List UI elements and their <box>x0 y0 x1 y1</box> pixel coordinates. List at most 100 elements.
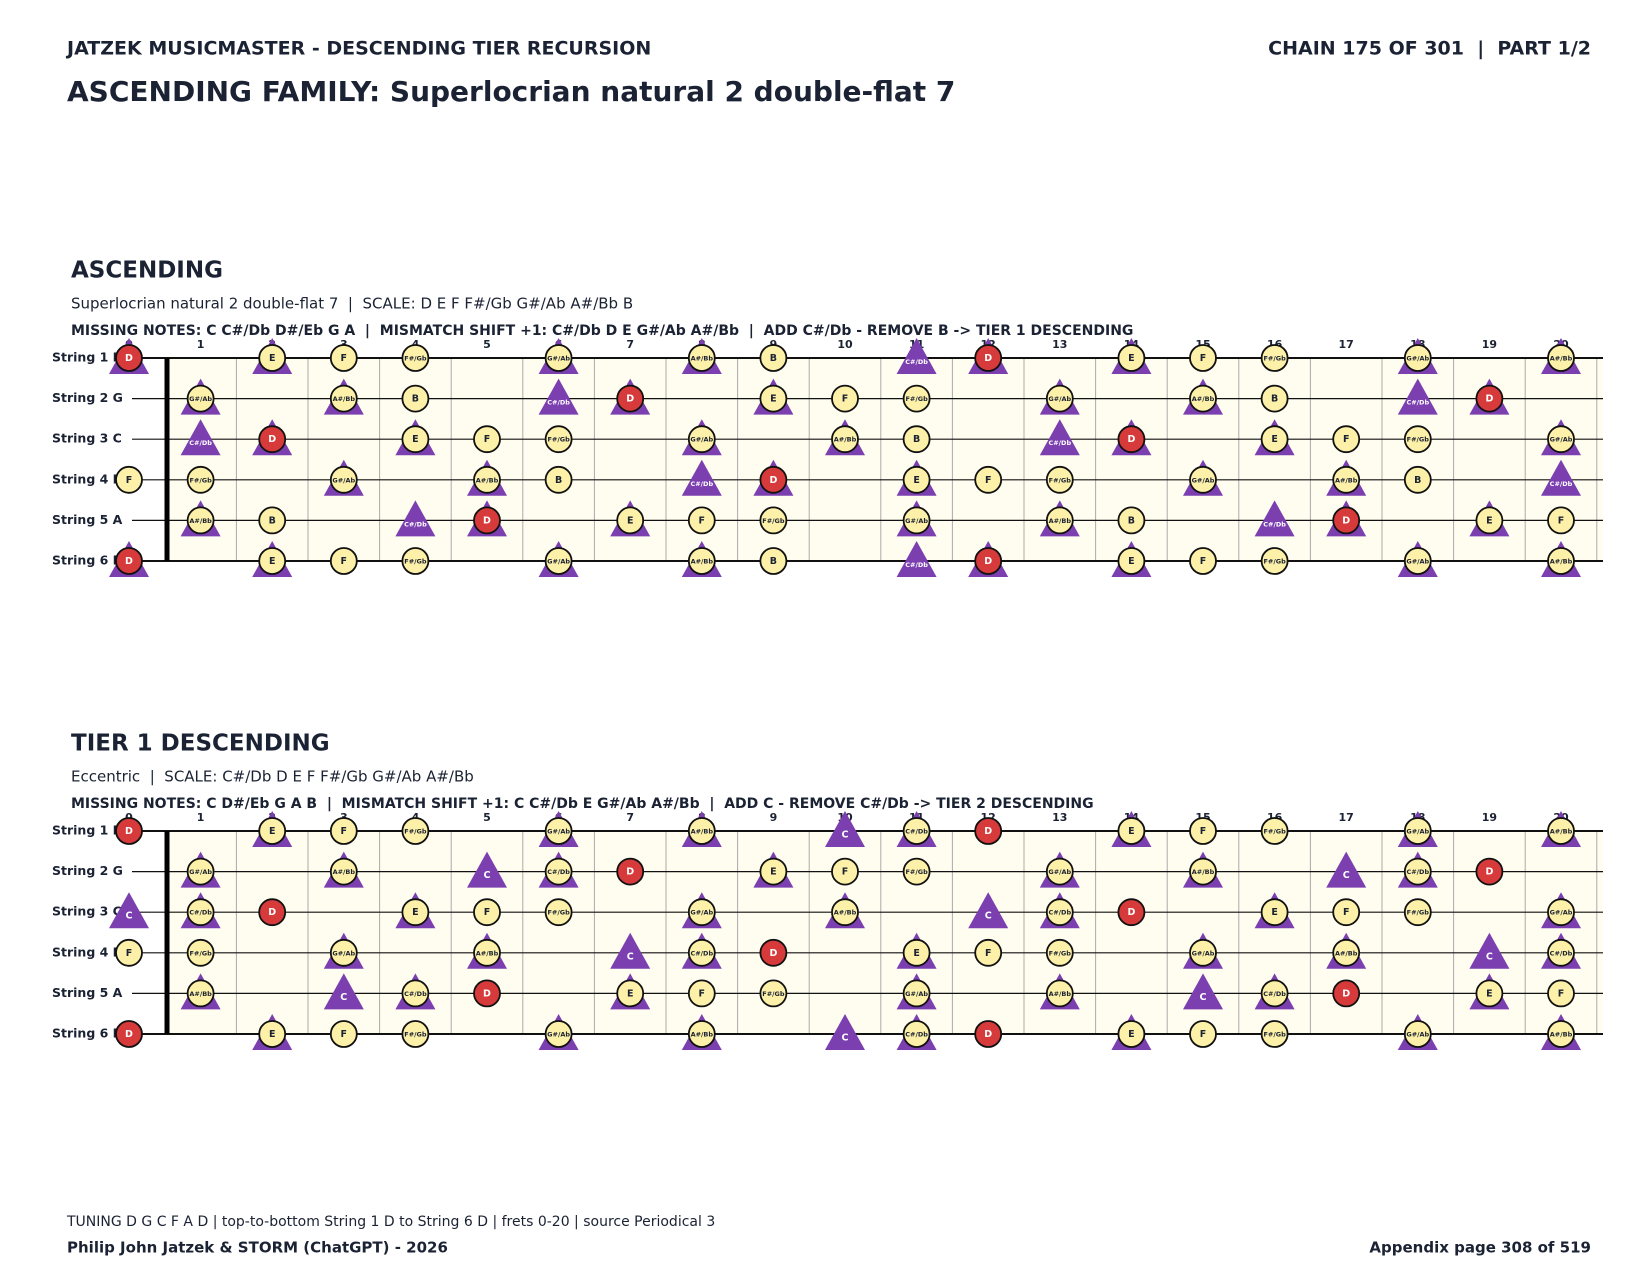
note-label: F <box>1200 826 1207 837</box>
scale-note <box>902 938 931 967</box>
fret-number: 7 <box>626 811 634 824</box>
scale-note <box>544 465 573 494</box>
fret-number: 5 <box>483 338 491 351</box>
note-label: F#/Gb <box>1263 1031 1286 1039</box>
note-label: A#/Bb <box>1550 558 1573 566</box>
scale-note <box>902 384 931 413</box>
scale-note <box>544 857 573 886</box>
note-label: D <box>1342 988 1350 999</box>
note-label: G#/Ab <box>1550 436 1573 444</box>
note-label: A#/Bb <box>834 436 857 444</box>
root-note <box>1332 506 1361 535</box>
note-label: G#/Ab <box>547 355 570 363</box>
note-label: F <box>126 475 133 486</box>
scale-note <box>258 506 287 535</box>
root-note <box>473 506 501 535</box>
note-label: F <box>341 1029 348 1040</box>
scale-note <box>1547 898 1575 927</box>
scale-note <box>1332 465 1361 494</box>
scale-note <box>401 384 430 413</box>
shift-triangle <box>1039 419 1080 456</box>
note-label: G#/Ab <box>1048 868 1071 876</box>
scale-note <box>544 817 573 845</box>
shift-triangle <box>896 338 937 374</box>
note-label: A#/Bb <box>189 517 212 525</box>
scale-note <box>1189 465 1217 494</box>
note-label: F#/Gb <box>905 395 928 403</box>
note-label: D <box>626 867 634 878</box>
root-note <box>616 384 645 413</box>
note-label: E <box>412 434 419 445</box>
note-label: F#/Gb <box>404 355 427 363</box>
shift-triangle <box>1254 500 1295 537</box>
note-label: D <box>769 475 777 486</box>
scale-note <box>186 979 215 1008</box>
note-label: G#/Ab <box>189 395 212 403</box>
note-label: A#/Bb <box>691 558 714 566</box>
board <box>167 831 1603 1034</box>
note-label: G#/Ab <box>1550 909 1573 917</box>
fret-number: 17 <box>1339 811 1354 824</box>
shift-triangle <box>825 811 865 847</box>
note-label: C#/Db <box>1550 949 1573 957</box>
note-label: E <box>1128 826 1135 837</box>
note-label: A#/Bb <box>691 828 714 836</box>
scale-note <box>759 344 788 372</box>
note-label: F <box>842 867 849 878</box>
note-label: F#/Gb <box>404 828 427 836</box>
scale-note <box>902 979 931 1008</box>
scale-note <box>1117 506 1146 535</box>
note-label: C#/Db <box>189 909 212 917</box>
scale-note <box>1547 938 1575 967</box>
scale-note <box>401 979 430 1008</box>
scale-note <box>258 817 287 845</box>
root-note <box>1117 898 1146 927</box>
shift-triangle <box>825 1014 865 1050</box>
note-label: F <box>985 475 992 486</box>
scale-note <box>186 938 215 967</box>
scale-note <box>401 425 430 454</box>
scale-note <box>902 857 931 886</box>
scale-note <box>401 344 430 372</box>
note-label: C#/Db <box>905 358 928 366</box>
note-label: D <box>268 434 276 445</box>
note-label: C#/Db <box>1406 399 1429 407</box>
scale-note <box>473 425 501 454</box>
scale-note <box>902 817 931 845</box>
scale-note <box>1189 344 1217 372</box>
note-label: E <box>913 475 920 486</box>
missing-notes-line: MISSING NOTES: C C#/Db D#/Eb G A | MISMA… <box>71 323 1133 339</box>
scale-note <box>258 547 287 575</box>
shift-triangle <box>1397 378 1438 415</box>
scale-note <box>329 384 358 413</box>
credit: Philip John Jatzek & STORM (ChatGPT) - 2… <box>67 1239 448 1257</box>
scale-note <box>1260 817 1289 845</box>
note-label: E <box>1271 434 1278 445</box>
note-label: C <box>985 911 992 922</box>
scale-note <box>1332 938 1361 967</box>
note-label: B <box>555 475 562 486</box>
note-label: E <box>913 948 920 959</box>
scale-note <box>186 506 215 535</box>
note-label: F <box>699 988 706 999</box>
scale-note <box>401 898 430 927</box>
scale-note <box>1332 898 1361 927</box>
note-label: F#/Gb <box>189 949 212 957</box>
note-label: A#/Bb <box>834 909 857 917</box>
scale-note <box>1260 547 1289 575</box>
note-label: G#/Ab <box>1192 476 1215 484</box>
section-title: ASCENDING <box>71 258 223 284</box>
shift-triangle <box>323 973 364 1010</box>
note-label: F#/Gb <box>1263 828 1286 836</box>
note-label: D <box>125 826 133 837</box>
note-label: C#/Db <box>905 561 928 569</box>
fret-number: 1 <box>197 811 205 824</box>
fretboard-diagram: ASCENDING Superlocrian natural 2 double-f… <box>52 258 1603 577</box>
string-label: String 1 D <box>52 823 123 838</box>
note-label: F#/Gb <box>1263 558 1286 566</box>
shift-triangle <box>1541 459 1581 496</box>
scale-note <box>186 465 215 494</box>
scale-note <box>831 898 859 927</box>
scale-note <box>1260 425 1289 454</box>
note-label: F#/Gb <box>189 476 212 484</box>
